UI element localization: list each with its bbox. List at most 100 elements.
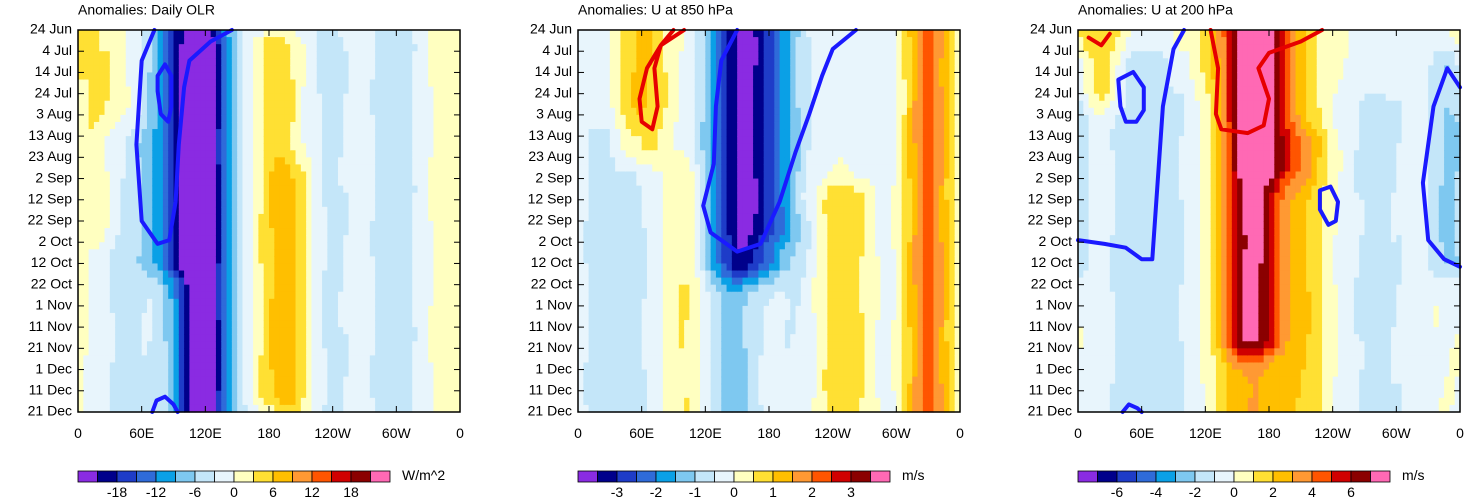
- heatmap-cell: [125, 355, 132, 364]
- heatmap-cell: [88, 221, 95, 229]
- heatmap-cell: [375, 178, 382, 187]
- heatmap-cell: [157, 242, 164, 250]
- heatmap-cell: [641, 65, 648, 74]
- heatmap-cell: [337, 334, 344, 342]
- heatmap-cell: [168, 376, 175, 385]
- heatmap-cell: [290, 30, 297, 38]
- heatmap-cell: [263, 235, 270, 243]
- heatmap-cell: [194, 242, 201, 250]
- heatmap-cell: [631, 44, 637, 52]
- heatmap-cell: [263, 369, 270, 378]
- heatmap-cell: [322, 327, 328, 335]
- heatmap-cell: [146, 320, 153, 328]
- heatmap-cell: [215, 171, 222, 180]
- heatmap-cell: [599, 320, 606, 328]
- heatmap-cell: [258, 129, 265, 137]
- heatmap-cell: [417, 171, 424, 180]
- heatmap-cell: [242, 376, 249, 385]
- heatmap-cell: [369, 383, 376, 392]
- heatmap-cell: [364, 404, 371, 413]
- heatmap-cell: [401, 327, 408, 335]
- heatmap-cell: [146, 369, 153, 378]
- heatmap-cell: [146, 277, 153, 286]
- heatmap-cell: [231, 305, 238, 314]
- heatmap-cell: [173, 221, 180, 229]
- heatmap-cell: [646, 404, 653, 413]
- heatmap-cell: [269, 178, 275, 187]
- heatmap-cell: [253, 383, 259, 392]
- heatmap-cell: [417, 178, 424, 187]
- heatmap-cell: [231, 86, 238, 95]
- heatmap-cell: [269, 51, 275, 59]
- heatmap-cell: [444, 369, 450, 378]
- heatmap-cell: [231, 242, 238, 250]
- heatmap-cell: [433, 334, 440, 342]
- heatmap-cell: [205, 178, 212, 187]
- heatmap-cell: [641, 58, 648, 66]
- heatmap-cell: [210, 114, 217, 123]
- heatmap-cell: [247, 121, 254, 130]
- heatmap-cell: [322, 270, 328, 279]
- heatmap-cell: [348, 312, 355, 321]
- heatmap-cell: [406, 107, 413, 116]
- heatmap-cell: [300, 86, 307, 95]
- heatmap-cell: [168, 150, 175, 158]
- heatmap-cell: [449, 72, 456, 81]
- heatmap-cell: [348, 221, 355, 229]
- heatmap-cell: [583, 72, 590, 81]
- heatmap-cell: [189, 199, 196, 208]
- heatmap-cell: [316, 213, 323, 222]
- heatmap-cell: [226, 298, 233, 307]
- heatmap-cell: [200, 334, 206, 342]
- heatmap-cell: [583, 298, 590, 307]
- heatmap-cell: [631, 348, 637, 356]
- heatmap-cell: [412, 129, 419, 137]
- heatmap-cell: [173, 37, 180, 45]
- heatmap-cell: [178, 30, 185, 38]
- heatmap-cell: [168, 348, 175, 356]
- heatmap-cell: [194, 150, 201, 158]
- heatmap-cell: [593, 136, 600, 144]
- heatmap-cell: [343, 213, 350, 222]
- heatmap-cell: [662, 65, 669, 74]
- heatmap-cell: [120, 305, 127, 314]
- heatmap-cell: [178, 37, 185, 45]
- heatmap-cell: [332, 213, 339, 222]
- heatmap-cell: [662, 291, 669, 300]
- heatmap-cell: [422, 65, 429, 74]
- heatmap-cell: [348, 164, 355, 173]
- heatmap-cell: [226, 58, 233, 66]
- heatmap-cell: [631, 213, 637, 222]
- heatmap-cell: [311, 369, 318, 378]
- heatmap-cell: [593, 100, 600, 109]
- heatmap-cell: [599, 72, 606, 81]
- heatmap-cell: [194, 143, 201, 151]
- heatmap-cell: [141, 256, 148, 265]
- heatmap-cell: [636, 171, 643, 180]
- heatmap-cell: [120, 235, 127, 243]
- heatmap-cell: [237, 305, 244, 314]
- heatmap-cell: [646, 263, 653, 272]
- heatmap-cell: [237, 213, 244, 222]
- heatmap-cell: [269, 150, 275, 158]
- heatmap-cell: [588, 334, 595, 342]
- heatmap-cell: [78, 143, 84, 151]
- heatmap-cell: [641, 383, 648, 392]
- heatmap-cell: [428, 171, 435, 180]
- heatmap-cell: [385, 30, 392, 38]
- heatmap-cell: [258, 404, 265, 413]
- y-tick-label: 2 Sep: [35, 169, 72, 185]
- heatmap-cell: [652, 164, 659, 173]
- heatmap-cell: [364, 86, 371, 95]
- heatmap-cell: [631, 320, 637, 328]
- heatmap-cell: [348, 178, 355, 187]
- heatmap-cell: [578, 86, 584, 95]
- heatmap-cell: [454, 164, 461, 173]
- heatmap-cell: [359, 121, 366, 130]
- heatmap-cell: [380, 199, 387, 208]
- heatmap-cell: [657, 72, 664, 81]
- heatmap-cell: [417, 185, 424, 194]
- heatmap-cell: [454, 383, 461, 392]
- heatmap-cell: [157, 93, 164, 102]
- heatmap-cell: [625, 213, 632, 222]
